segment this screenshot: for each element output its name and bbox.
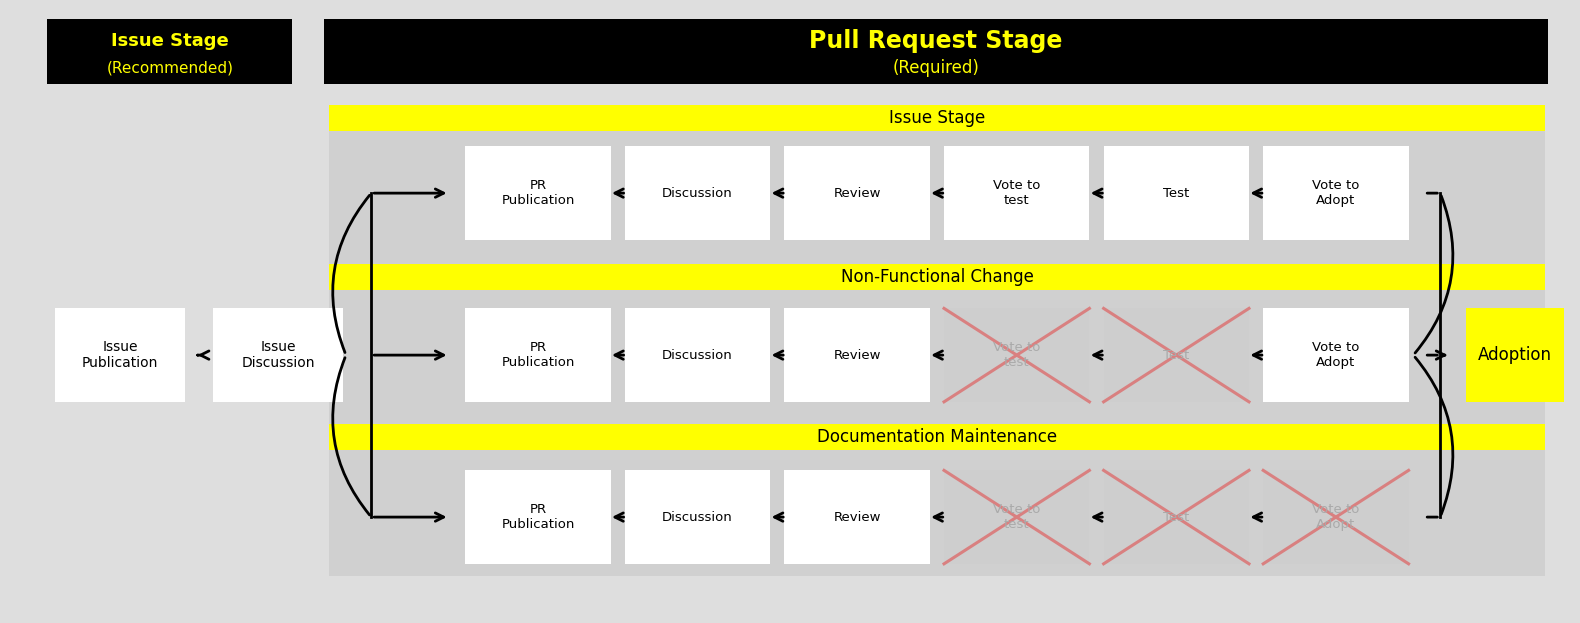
Text: Vote to
test: Vote to test bbox=[994, 341, 1040, 369]
FancyBboxPatch shape bbox=[1264, 146, 1409, 240]
Text: (Recommended): (Recommended) bbox=[106, 60, 234, 75]
Text: Discussion: Discussion bbox=[662, 349, 733, 361]
Text: PR
Publication: PR Publication bbox=[501, 179, 575, 207]
Text: Review: Review bbox=[833, 511, 882, 523]
Text: (Required): (Required) bbox=[893, 59, 980, 77]
Text: Discussion: Discussion bbox=[662, 187, 733, 199]
Text: Issue
Discussion: Issue Discussion bbox=[242, 340, 314, 370]
Text: Issue Stage: Issue Stage bbox=[111, 32, 229, 50]
FancyBboxPatch shape bbox=[784, 146, 929, 240]
FancyBboxPatch shape bbox=[329, 105, 1545, 131]
Text: Issue Stage: Issue Stage bbox=[890, 109, 984, 126]
FancyBboxPatch shape bbox=[626, 146, 769, 240]
FancyBboxPatch shape bbox=[784, 470, 929, 564]
FancyBboxPatch shape bbox=[1264, 308, 1409, 402]
FancyBboxPatch shape bbox=[465, 470, 610, 564]
Text: Documentation Maintenance: Documentation Maintenance bbox=[817, 428, 1057, 445]
FancyBboxPatch shape bbox=[1466, 308, 1564, 402]
FancyBboxPatch shape bbox=[47, 19, 292, 84]
Text: Vote to
Adopt: Vote to Adopt bbox=[1313, 341, 1359, 369]
FancyBboxPatch shape bbox=[324, 19, 1548, 84]
Text: Issue
Publication: Issue Publication bbox=[82, 340, 158, 370]
Text: PR
Publication: PR Publication bbox=[501, 503, 575, 531]
Text: Vote to
test: Vote to test bbox=[994, 503, 1040, 531]
FancyBboxPatch shape bbox=[943, 470, 1089, 564]
FancyBboxPatch shape bbox=[1264, 470, 1409, 564]
Text: PR
Publication: PR Publication bbox=[501, 341, 575, 369]
FancyBboxPatch shape bbox=[784, 308, 929, 402]
Text: Test: Test bbox=[1163, 349, 1190, 361]
FancyBboxPatch shape bbox=[213, 308, 343, 402]
Text: Discussion: Discussion bbox=[662, 511, 733, 523]
Text: Vote to
Adopt: Vote to Adopt bbox=[1313, 179, 1359, 207]
FancyBboxPatch shape bbox=[465, 308, 610, 402]
FancyBboxPatch shape bbox=[943, 308, 1089, 402]
Text: Vote to
test: Vote to test bbox=[994, 179, 1040, 207]
Text: Adoption: Adoption bbox=[1479, 346, 1552, 364]
Text: Vote to
Adopt: Vote to Adopt bbox=[1313, 503, 1359, 531]
Text: Test: Test bbox=[1163, 187, 1190, 199]
Text: Non-Functional Change: Non-Functional Change bbox=[841, 268, 1033, 285]
Text: Review: Review bbox=[833, 187, 882, 199]
FancyBboxPatch shape bbox=[329, 264, 1545, 290]
FancyBboxPatch shape bbox=[626, 308, 769, 402]
FancyBboxPatch shape bbox=[55, 308, 185, 402]
Text: Review: Review bbox=[833, 349, 882, 361]
FancyBboxPatch shape bbox=[465, 146, 610, 240]
FancyBboxPatch shape bbox=[329, 424, 1545, 450]
FancyBboxPatch shape bbox=[943, 146, 1089, 240]
FancyBboxPatch shape bbox=[1103, 470, 1248, 564]
FancyBboxPatch shape bbox=[626, 470, 769, 564]
Text: Test: Test bbox=[1163, 511, 1190, 523]
Text: Pull Request Stage: Pull Request Stage bbox=[809, 29, 1063, 53]
FancyBboxPatch shape bbox=[329, 118, 1545, 576]
FancyBboxPatch shape bbox=[1103, 146, 1248, 240]
FancyBboxPatch shape bbox=[1103, 308, 1248, 402]
